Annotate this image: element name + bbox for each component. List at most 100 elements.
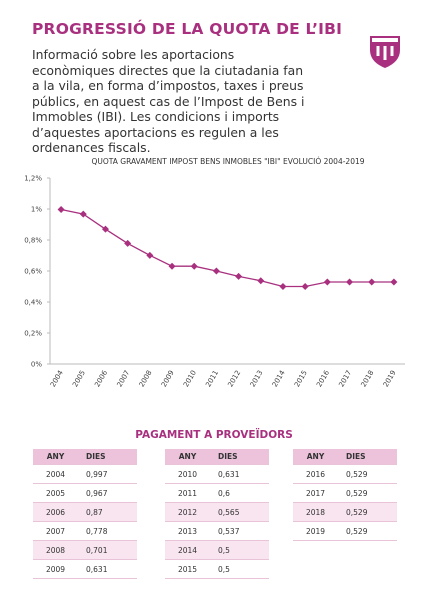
marker bbox=[368, 278, 376, 286]
x-tick-label: 2009 bbox=[160, 369, 176, 388]
table-row: 2009 0,631 bbox=[33, 559, 137, 579]
x-tick-label: 2005 bbox=[71, 369, 87, 388]
header-row: ANY DIES bbox=[33, 449, 137, 465]
table-cell: 0,5 bbox=[210, 540, 269, 560]
section-title: PAGAMENT A PROVEÏDORS bbox=[135, 429, 293, 441]
table-row: 2011 0,6 bbox=[165, 483, 269, 503]
x-tick-label: 2006 bbox=[93, 369, 109, 389]
x-tick-label: 2011 bbox=[204, 369, 220, 388]
table-row: 2008 0,701 bbox=[33, 540, 137, 560]
data-table: ANY DIES 2016 0,529 2017 0,529 2018 0,529 2019 0,… bbox=[293, 449, 397, 541]
table-cell: 0,529 bbox=[338, 483, 397, 503]
table-row: 2014 0,5 bbox=[165, 540, 269, 560]
table-cell: 0,631 bbox=[210, 464, 269, 484]
table-row: 2004 0,997 bbox=[33, 464, 137, 484]
data-table: ANY DIES 2004 0,997 2005 0,967 2006 0,87 2007 0,7… bbox=[33, 449, 137, 579]
table-cell: 0,529 bbox=[338, 464, 397, 484]
table-cell: 2018 bbox=[293, 502, 338, 522]
header-cell: DIES bbox=[210, 449, 269, 465]
table-cell: 2017 bbox=[293, 483, 338, 503]
table-cell: 2014 bbox=[165, 540, 210, 560]
table-cell: 0,565 bbox=[210, 502, 269, 522]
header-cell: ANY bbox=[165, 449, 210, 465]
table-cell: 2010 bbox=[165, 464, 210, 484]
table-cell: 0,778 bbox=[78, 521, 137, 541]
table-row: 2013 0,537 bbox=[165, 521, 269, 541]
header-row: ANY DIES bbox=[165, 449, 269, 465]
table-cell: 2006 bbox=[33, 502, 78, 522]
table-cell: 2019 bbox=[293, 521, 338, 541]
marker bbox=[146, 251, 154, 259]
header-cell: ANY bbox=[293, 449, 338, 465]
marker bbox=[212, 267, 220, 275]
marker bbox=[346, 278, 354, 286]
marker bbox=[257, 277, 265, 285]
x-tick-label: 2015 bbox=[293, 369, 309, 388]
header-cell: ANY bbox=[33, 449, 78, 465]
logo bbox=[370, 36, 400, 68]
table-cell: 2016 bbox=[293, 464, 338, 484]
chart-title: QUOTA GRAVAMENT IMPOST BENS INMOBLES "IB… bbox=[91, 157, 364, 166]
table-row: 2018 0,529 bbox=[293, 502, 397, 522]
x-tick-label: 2007 bbox=[116, 369, 132, 388]
marker bbox=[390, 278, 398, 286]
marker bbox=[279, 283, 287, 290]
marker bbox=[190, 262, 198, 270]
table-cell: 2015 bbox=[165, 559, 210, 579]
table-cell: 0,537 bbox=[210, 521, 269, 541]
table-cell: 2008 bbox=[33, 540, 78, 560]
y-tick-label: 0% bbox=[31, 361, 42, 369]
marker bbox=[301, 283, 309, 290]
y-tick-label: 0,4% bbox=[24, 299, 42, 307]
x-tick-label: 2019 bbox=[382, 369, 398, 388]
x-tick-label: 2013 bbox=[249, 369, 265, 388]
y-tick-label: 1% bbox=[31, 206, 42, 214]
table-cell: 0,997 bbox=[78, 464, 137, 484]
marker bbox=[101, 225, 109, 233]
table-cell: 2004 bbox=[33, 464, 78, 484]
table-row: 2005 0,967 bbox=[33, 483, 137, 503]
x-tick-label: 2008 bbox=[138, 369, 154, 388]
table-cell: 2012 bbox=[165, 502, 210, 522]
header-row: ANY DIES bbox=[293, 449, 397, 465]
marker bbox=[124, 239, 132, 247]
page-title: PROGRESSIÓ DE LA QUOTA DE L’IBI bbox=[32, 20, 343, 38]
line bbox=[60, 208, 394, 288]
y-tick-label: 1,2% bbox=[24, 175, 42, 183]
x-tick-label: 2012 bbox=[226, 369, 242, 388]
marker bbox=[79, 210, 87, 218]
table-cell: 2007 bbox=[33, 521, 78, 541]
table-row: 2016 0,529 bbox=[293, 464, 397, 484]
x-tick-label: 2010 bbox=[182, 369, 198, 388]
table-row: 2019 0,529 bbox=[293, 521, 397, 541]
x-tick-label: 2017 bbox=[337, 369, 353, 388]
header-cell: DIES bbox=[78, 449, 137, 465]
y-tick-label: 0,8% bbox=[24, 237, 42, 245]
table-cell: 2005 bbox=[33, 483, 78, 503]
table-cell: 0,6 bbox=[210, 483, 269, 503]
marker bbox=[168, 262, 176, 270]
table-row: 2006 0,87 bbox=[33, 502, 137, 522]
table-cell: 0,631 bbox=[78, 559, 137, 579]
table-cell: 2013 bbox=[165, 521, 210, 541]
table-cell: 0,529 bbox=[338, 502, 397, 522]
table-cell: 2009 bbox=[33, 559, 78, 579]
table-row: 2007 0,778 bbox=[33, 521, 137, 541]
table-row: 2015 0,5 bbox=[165, 559, 269, 579]
marker bbox=[57, 205, 65, 213]
table-cell: 0,529 bbox=[338, 521, 397, 541]
y-tick-label: 0,2% bbox=[24, 330, 42, 338]
header-cell: DIES bbox=[338, 449, 397, 465]
table-cell: 0,967 bbox=[78, 483, 137, 503]
y-tick-label: 0,6% bbox=[24, 268, 42, 276]
x-tick-label: 2018 bbox=[360, 369, 376, 388]
marker bbox=[235, 272, 243, 280]
data-table: ANY DIES 2010 0,631 2011 0,6 2012 0,565 2013 0,53… bbox=[165, 449, 269, 579]
x-tick-label: 2016 bbox=[315, 369, 331, 389]
table-cell: 2011 bbox=[165, 483, 210, 503]
table-row: 2010 0,631 bbox=[165, 464, 269, 484]
table-cell: 0,5 bbox=[210, 559, 269, 579]
x-tick-label: 2014 bbox=[271, 369, 287, 389]
